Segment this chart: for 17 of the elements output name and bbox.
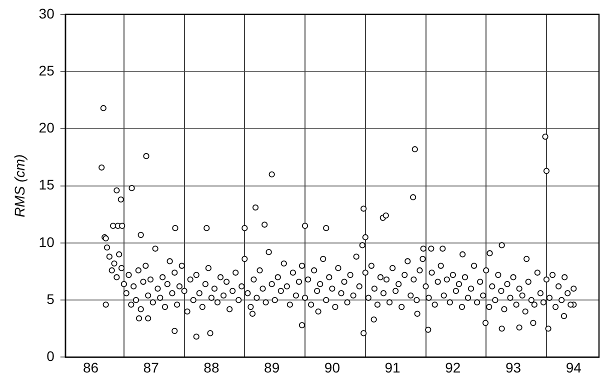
x-tick-label: 92 (445, 359, 461, 376)
x-tick-label: 90 (324, 359, 340, 376)
y-tick-label: 15 (38, 176, 55, 193)
y-tick-label: 30 (38, 5, 55, 22)
x-tick-label: 86 (82, 359, 99, 376)
x-tick-label: 94 (566, 359, 582, 376)
y-tick-label: 10 (38, 234, 55, 250)
x-tick-label: 93 (505, 359, 522, 376)
x-tick-label: 89 (264, 359, 280, 376)
x-tick-label: 91 (384, 359, 401, 376)
y-tick-label: 20 (38, 120, 55, 136)
y-tick-label: 0 (46, 348, 55, 364)
y-axis-title: RMS (cm) (11, 154, 28, 218)
x-tick-label: 87 (143, 359, 160, 376)
y-tick-label: 5 (46, 290, 55, 307)
y-tick-label: 25 (38, 62, 55, 78)
x-tick-label: 88 (204, 359, 220, 376)
